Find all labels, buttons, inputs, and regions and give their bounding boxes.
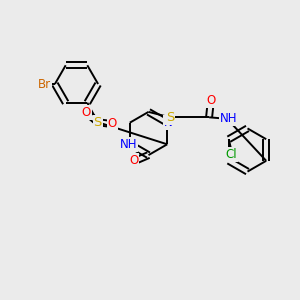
Text: O: O bbox=[82, 106, 91, 119]
Text: O: O bbox=[206, 94, 215, 107]
Text: Br: Br bbox=[38, 77, 51, 91]
Text: O: O bbox=[108, 117, 117, 130]
Text: NH: NH bbox=[220, 112, 237, 125]
Text: O: O bbox=[129, 154, 138, 167]
Text: N: N bbox=[164, 116, 173, 129]
Text: S: S bbox=[94, 116, 102, 129]
Text: NH: NH bbox=[119, 138, 137, 151]
Text: Cl: Cl bbox=[225, 148, 237, 161]
Text: S: S bbox=[166, 111, 174, 124]
